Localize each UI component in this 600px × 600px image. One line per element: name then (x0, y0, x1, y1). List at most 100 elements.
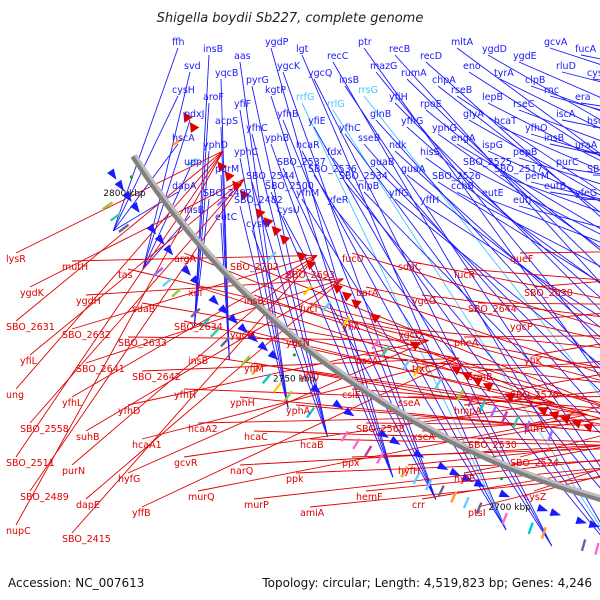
forward-label-connector (468, 119, 600, 196)
forward-gene-label: glnB (370, 109, 391, 120)
reverse-gene-label: SBO_2642 (132, 372, 181, 383)
reverse-gene-label: yfhH (174, 390, 196, 401)
forward-gene-arrow (180, 265, 192, 276)
reverse-gene-label: fucR (454, 270, 476, 281)
reverse-gene-label: pheA (454, 338, 479, 349)
reverse-gene-label: yfhL (62, 398, 83, 409)
forward-label-connector (406, 174, 600, 328)
reverse-gene-arrow (472, 377, 483, 387)
forward-gene-label: cysU (277, 205, 300, 216)
reverse-label-connector (127, 340, 429, 406)
reverse-gene-label: yfiL (20, 356, 38, 367)
reverse-gene-label: SBO_2524 (510, 458, 559, 469)
reverse-label-connector (365, 422, 600, 426)
reverse-gene-arrow (341, 291, 353, 302)
forward-label-connector (344, 85, 600, 468)
reverse-gene-arrow (409, 341, 421, 351)
reverse-gene-label: pssA (356, 356, 379, 367)
forward-label-connector (112, 143, 179, 232)
genome-backbone (130, 155, 600, 502)
reverse-cog-block (172, 137, 184, 147)
forward-cog-block (101, 201, 114, 211)
forward-cog-block (283, 390, 293, 402)
forward-label-connector (456, 191, 600, 267)
forward-gene-label: iscA (556, 109, 576, 120)
reverse-label-connector (29, 178, 245, 288)
reverse-cog-track (172, 137, 554, 442)
reverse-gene-label: SBO_2576 (510, 390, 559, 401)
forward-label-connector (239, 109, 289, 409)
forward-gene-label: uraA (575, 140, 598, 151)
forward-cog-block (340, 430, 350, 442)
forward-gene-label: hscB (587, 116, 600, 127)
forward-gene-arrow (412, 449, 425, 458)
reverse-gene-label: sseA (398, 398, 421, 409)
reverse-gene-label: gcvR (174, 458, 198, 469)
reverse-cog-block (186, 157, 198, 167)
forward-gene-label: yphG (432, 123, 457, 134)
reverse-label-connector (29, 178, 246, 492)
reverse-gene-label: hemF (356, 492, 383, 503)
reverse-gene-arrow (559, 415, 571, 425)
forward-gene-label: rrfG (296, 92, 314, 103)
forward-gene-label: yffH (420, 195, 439, 206)
reverse-label-connector (239, 260, 600, 406)
reverse-gene-arrow (370, 313, 381, 324)
reverse-cog-block (381, 345, 391, 357)
forward-label-connector (456, 95, 600, 192)
forward-label-connector (456, 143, 600, 230)
forward-gene-label: hisS (420, 147, 440, 158)
backbone-shadow (131, 153, 600, 501)
forward-gene-label: SBO_2544 (246, 171, 295, 182)
reverse-gene-label: SBO_2634 (174, 322, 223, 333)
forward-gene-arrow (536, 503, 549, 512)
reverse-gene-label: trxC (412, 364, 432, 375)
forward-gene-label: rrsG (358, 85, 378, 96)
forward-label-connector (468, 167, 600, 235)
reverse-gene-label: suhB (76, 432, 100, 443)
forward-gene-label: SBO_2517 (494, 164, 543, 175)
forward-gene-label: pepB (513, 147, 537, 158)
forward-gene-arrow (189, 275, 201, 286)
forward-label-connector (270, 95, 394, 478)
forward-gene-label: lepB (482, 92, 503, 103)
reverse-gene-label: SBO_2630 (524, 288, 573, 299)
reverse-gene-label: fucU (342, 254, 364, 265)
reverse-gene-label: barA (356, 288, 379, 299)
forward-gene-label: ispG (482, 140, 503, 151)
reverse-label-connector (309, 477, 600, 508)
reverse-label-connector (463, 391, 600, 406)
reverse-label-connector (295, 460, 600, 474)
forward-gene-label: rnc (544, 85, 559, 96)
reverse-label-connector (351, 320, 600, 368)
reverse-cog-block (412, 365, 422, 377)
reverse-gene-label: sdaB (132, 304, 155, 315)
forward-gene-label: pyrG (246, 75, 269, 86)
forward-gene-arrow (122, 190, 132, 203)
reverse-gene-label: hcaA1 (132, 440, 162, 451)
forward-gene-label: yfeR (327, 195, 349, 206)
forward-gene-label: yfiE (308, 116, 326, 127)
forward-gene-label: mltA (451, 37, 474, 48)
reverse-gene-label: ptsI (468, 508, 486, 519)
forward-label-connector (425, 61, 600, 217)
forward-gene-label: ndk (389, 140, 407, 151)
reverse-gene-arrow (217, 161, 228, 173)
accession-text: Accession: NC_007613 (8, 576, 144, 590)
reverse-gene-label: SBO_2702 (230, 262, 279, 273)
forward-gene-label: SBO_2536 (308, 164, 357, 175)
reverse-gene-arrow (461, 372, 473, 382)
forward-gene-arrow (237, 323, 249, 334)
reverse-cog-block (321, 300, 332, 312)
forward-gene-label: SBO_2525 (463, 157, 512, 168)
forward-gene-label: eno (463, 61, 481, 72)
reverse-gene-arrow (537, 406, 549, 417)
forward-gene-label: insB (339, 75, 359, 86)
reverse-gene-label: yfiQ (300, 372, 319, 383)
forward-gene-label: yphD (203, 140, 228, 151)
reverse-label-connector (407, 328, 600, 348)
forward-gene-label: SBO_2500 (265, 181, 314, 192)
reverse-label-connector (197, 414, 588, 424)
forward-gene-label: hscA (172, 133, 195, 144)
reverse-cog-block (467, 395, 475, 407)
